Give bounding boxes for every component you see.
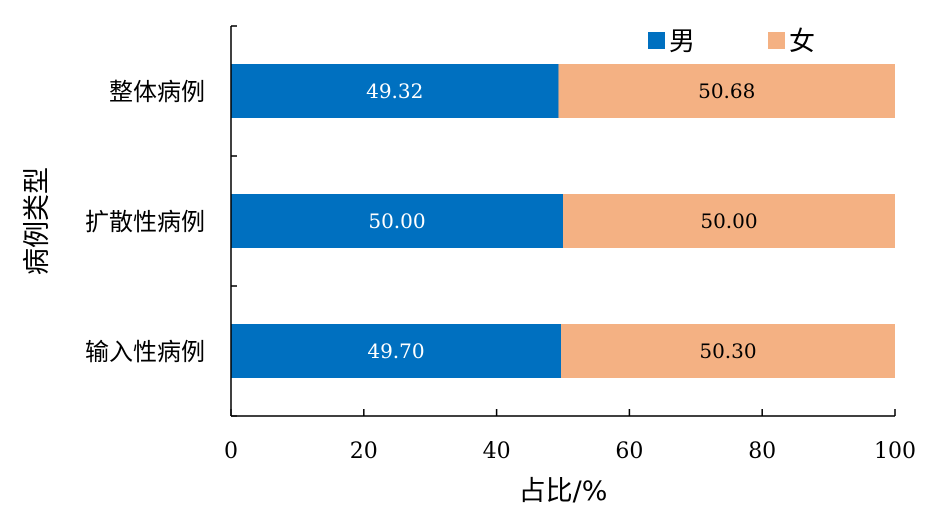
- data-label: 49.32: [366, 79, 423, 103]
- data-label: 50.00: [368, 209, 425, 233]
- data-label: 49.70: [367, 339, 424, 363]
- bars-group: [231, 64, 895, 378]
- y-axis-title: 病例类型: [22, 167, 53, 275]
- category-label: 整体病例: [109, 78, 205, 106]
- bar-segment: [561, 324, 895, 378]
- y-axis-ticks: [231, 25, 237, 417]
- bar-segment: [563, 194, 895, 248]
- legend: 男女: [648, 27, 815, 57]
- data-label: 50.68: [698, 79, 755, 103]
- data-label: 50.30: [699, 339, 756, 363]
- x-tick-label: 80: [748, 439, 776, 464]
- x-axis-ticks: 0 20 40 60 80 100: [224, 409, 916, 464]
- data-label: 50.00: [700, 209, 757, 233]
- bar-segment: [231, 194, 563, 248]
- x-tick-label: 60: [615, 439, 643, 464]
- legend-label: 女: [789, 27, 815, 57]
- legend-swatch: [648, 32, 665, 49]
- x-tick-label: 40: [483, 439, 511, 464]
- legend-swatch: [768, 32, 785, 49]
- x-tick-label: 20: [350, 439, 378, 464]
- x-tick-label: 100: [874, 439, 916, 464]
- legend-label: 男: [669, 27, 695, 57]
- bar-segment: [558, 64, 895, 118]
- category-label: 输入性病例: [85, 338, 205, 366]
- x-axis-title: 占比/%: [519, 476, 608, 507]
- bar-segment: [231, 64, 559, 118]
- bar-segment: [231, 324, 562, 378]
- category-label: 扩散性病例: [85, 208, 205, 236]
- x-tick-label: 0: [224, 439, 238, 464]
- data-labels: 49.32 50.68 50.00 50.00 49.70 50.30: [366, 79, 758, 363]
